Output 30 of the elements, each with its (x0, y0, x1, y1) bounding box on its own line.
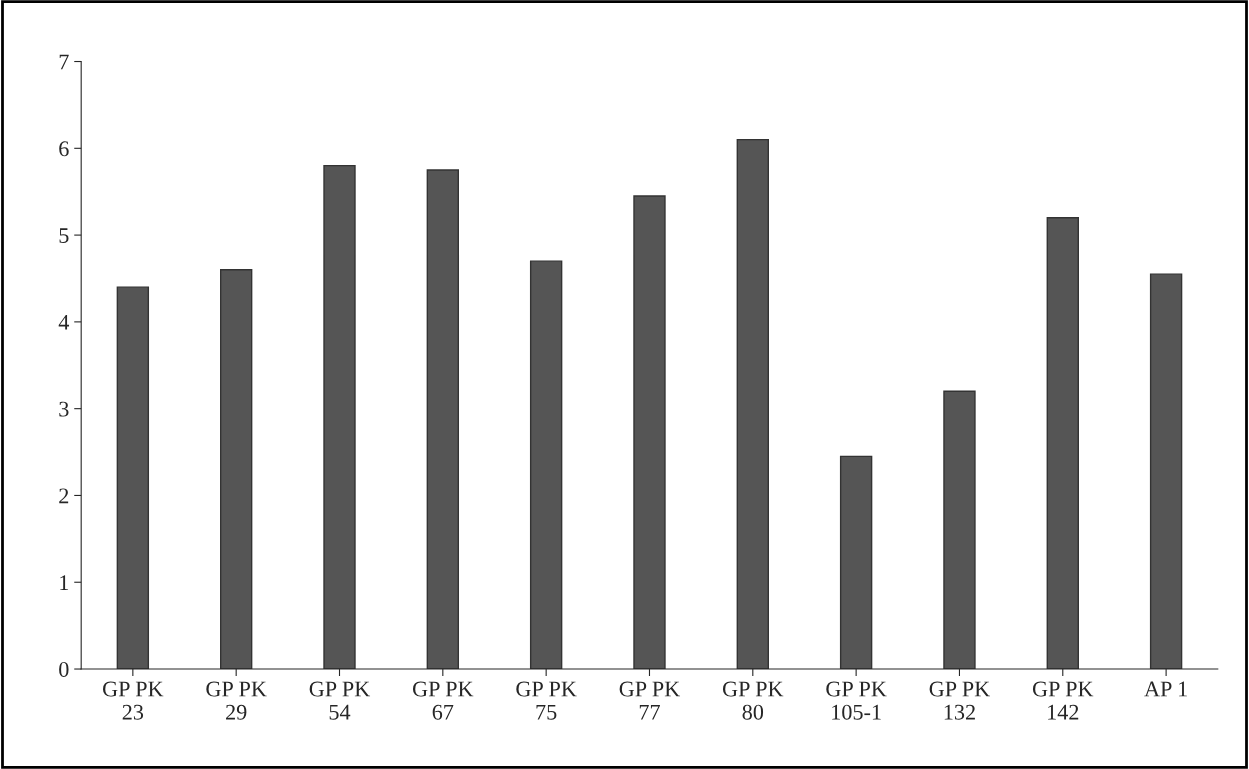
x-tick-label: GP PK 54 (309, 681, 371, 720)
bar (633, 195, 666, 670)
bar (219, 269, 253, 670)
bar (839, 455, 873, 670)
bar (426, 169, 460, 670)
bar (323, 164, 356, 670)
x-tick-label: GP PK 132 (929, 681, 990, 720)
bar (1149, 273, 1183, 670)
y-tick-label: 1 (60, 575, 69, 590)
x-tick-label: GP PK 142 (1032, 681, 1094, 720)
bar (116, 286, 150, 670)
x-tick-label: GP PK 80 (722, 681, 784, 720)
bar (1046, 217, 1079, 670)
x-tick-label: AP 1 (1144, 681, 1187, 697)
y-tick-label: 2 (59, 488, 69, 504)
bar (736, 138, 770, 670)
x-tick-label: GP PK 23 (102, 681, 164, 720)
bar (943, 390, 976, 670)
bar (529, 260, 563, 670)
x-tick-label: GP PK 29 (206, 681, 267, 720)
x-tick-label: GP PK 77 (619, 681, 681, 720)
y-tick-label: 3 (59, 401, 69, 417)
y-tick-label: 6 (59, 141, 69, 157)
x-tick-label: GP PK 67 (412, 681, 474, 720)
y-tick-label: 5 (59, 228, 69, 244)
x-tick-label: GP PK 75 (516, 681, 577, 720)
y-tick-label: 4 (58, 314, 70, 330)
x-tick-label: GP PK 105-1 (826, 681, 887, 720)
y-tick-label: 7 (59, 54, 69, 70)
y-tick-label: 0 (59, 661, 69, 677)
